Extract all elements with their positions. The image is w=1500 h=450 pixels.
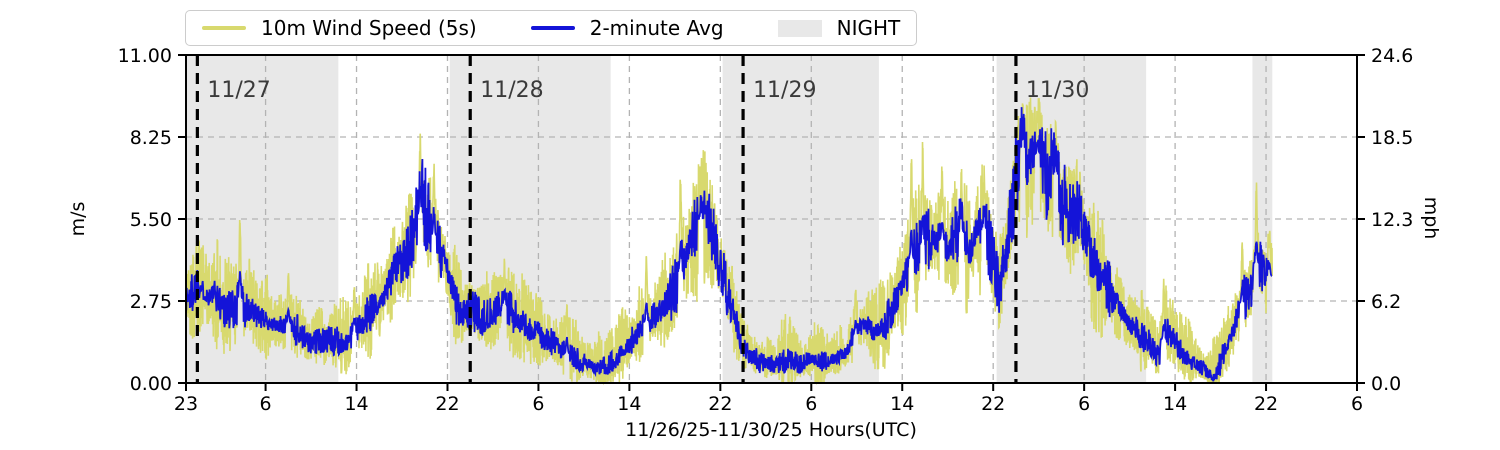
x-tick-label: 6 [532,393,544,415]
y-tick-label-left: 5.50 [130,209,172,231]
y-tick-label-left: 11.00 [118,45,172,67]
y-tick-label-right: 0.0 [1371,373,1401,395]
x-tick-label: 14 [617,393,641,415]
right-axis-label: mph [1420,196,1442,240]
x-tick-label: 22 [1254,393,1278,415]
2min-avg-line-swatch [530,26,575,30]
date-annotation: 11/27 [207,78,270,103]
date-annotation: 11/29 [753,78,816,103]
wind-5s-legend-label: 10m Wind Speed (5s) [261,16,477,40]
x-tick-label: 14 [890,393,914,415]
x-tick-label: 14 [344,393,368,415]
y-tick-label-right: 18.5 [1371,127,1413,149]
x-axis-label: 11/26/25-11/30/25 Hours(UTC) [625,419,917,441]
legend-item-night: NIGHT [777,16,901,40]
y-tick-label-left: 8.25 [130,127,172,149]
x-tick-label: 22 [708,393,732,415]
date-annotation: 11/28 [480,78,543,103]
x-tick-label: 23 [174,393,198,415]
x-tick-label: 6 [805,393,817,415]
x-tick-label: 22 [435,393,459,415]
y-tick-label-right: 6.2 [1371,291,1401,313]
left-axis-label: m/s [67,201,89,237]
y-tick-label-left: 0.00 [130,373,172,395]
night-legend-label: NIGHT [836,16,901,40]
x-tick-label: 14 [1163,393,1187,415]
2min-avg-series [185,107,1273,382]
2min-avg-legend-label: 2-minute Avg [589,16,724,40]
night-patch-swatch [777,19,822,37]
x-tick-label: 6 [1351,393,1363,415]
legend-item-wind-5s: 10m Wind Speed (5s) [202,16,477,40]
y-tick-label-right: 24.6 [1371,45,1413,67]
y-tick-label-right: 12.3 [1371,209,1413,231]
legend-item-2min-avg: 2-minute Avg [530,16,724,40]
y-tick-label-left: 2.75 [130,291,172,313]
chart-legend: 10m Wind Speed (5s) 2-minute Avg NIGHT [185,10,918,46]
x-tick-label: 6 [260,393,272,415]
x-tick-label: 6 [1078,393,1090,415]
wind-5s-line-swatch [202,26,246,30]
x-tick-label: 22 [981,393,1005,415]
date-annotation: 11/30 [1026,78,1089,103]
